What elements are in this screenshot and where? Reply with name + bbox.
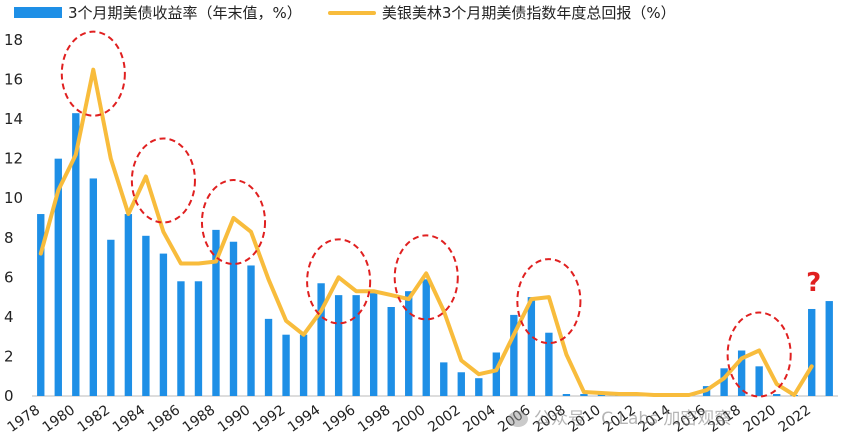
bar-1997 (369, 293, 378, 396)
highlight-circle-2000 (393, 234, 459, 321)
bar-1981 (89, 178, 98, 396)
bar-1988 (212, 229, 220, 396)
x-tick-label: 2000 (390, 402, 428, 436)
y-tick-label: 6 (4, 268, 14, 286)
bar-1979 (54, 158, 62, 396)
y-tick-label: 4 (4, 308, 14, 326)
legend-label-line: 美银美林3个月期美债指数年度总回报（%） (381, 4, 676, 22)
bar-1995 (334, 295, 343, 396)
highlight-circle-1985 (130, 137, 196, 224)
bar-1983 (124, 214, 133, 396)
legend-swatch-bar (14, 7, 62, 18)
bar-2022 (808, 308, 816, 396)
x-tick-label: 1984 (110, 402, 148, 436)
x-tick-label: 1986 (145, 402, 183, 436)
bar-1993 (299, 334, 308, 396)
legend-item-bars: 3个月期美债收益率（年末值，%） (14, 2, 302, 23)
bar-2020 (772, 394, 781, 396)
x-tick-label: 1982 (75, 402, 113, 436)
legend-swatch-line (327, 10, 376, 15)
x-tick-label: 1980 (40, 402, 78, 436)
bar-1987 (194, 281, 203, 396)
x-tick-label: 1994 (285, 402, 323, 436)
y-tick-label: 14 (4, 110, 23, 128)
legend-item-line: 美银美林3个月期美债指数年度总回报（%） (327, 2, 676, 23)
bar-1980 (72, 113, 80, 396)
y-tick-label: 18 (4, 31, 23, 49)
y-tick-label: 8 (4, 229, 14, 247)
bar-1992 (282, 334, 290, 396)
x-tick-label: 2004 (460, 402, 498, 436)
line-series-total-return (38, 67, 814, 397)
x-tick-label: 2022 (776, 402, 814, 436)
y-tick-label: 12 (4, 150, 23, 168)
bar-1985 (159, 253, 168, 396)
highlight-circle-2007 (516, 258, 582, 345)
bar-1996 (352, 295, 360, 396)
y-tick-label: 2 (4, 347, 14, 365)
bar-2006 (527, 297, 536, 396)
watermark-text: 公众号 · C Labs 加密观察 (534, 409, 732, 429)
highlight-circle-1981 (60, 30, 126, 117)
bar-1978 (37, 214, 45, 396)
bar-2008 (562, 394, 571, 396)
bar-1990 (247, 265, 255, 396)
bar-2018 (737, 350, 746, 396)
bar-2002 (457, 372, 465, 396)
highlight-circle-1995 (306, 238, 372, 325)
question-mark-annotation: ? (806, 268, 821, 298)
bar-1986 (177, 281, 185, 396)
y-tick-label: 10 (4, 189, 23, 207)
bar-2001 (440, 362, 448, 396)
x-tick-label: 2002 (425, 402, 463, 436)
legend: 3个月期美债收益率（年末值，%） 美银美林3个月期美债指数年度总回报（%） (14, 2, 702, 23)
y-tick-label: 16 (4, 71, 23, 89)
x-tick-label: 1978 (5, 402, 43, 436)
bar-2010 (597, 394, 606, 396)
bar-1999 (405, 291, 413, 396)
highlight-circle-1989 (200, 179, 267, 265)
x-tick-label: 1998 (355, 402, 393, 436)
bar-2000 (422, 279, 430, 396)
x-tick-label: 1996 (320, 402, 358, 436)
bar-2004 (492, 352, 501, 396)
bar-2003 (475, 378, 483, 396)
x-tick-label: 1990 (215, 402, 253, 436)
bar-2023 (825, 301, 833, 396)
highlight-circle-2019 (726, 311, 792, 398)
bar-2005 (510, 314, 518, 396)
bar-1991 (264, 318, 273, 396)
y-tick-label: 0 (4, 387, 14, 405)
bar-1982 (107, 239, 115, 396)
x-tick-label: 2020 (741, 402, 779, 436)
watermark: 公众号 · C Labs 加密观察 (508, 404, 731, 429)
bar-2019 (755, 366, 763, 396)
x-tick-label: 1988 (180, 402, 218, 436)
bar-2007 (545, 332, 553, 396)
bar-1994 (317, 283, 325, 396)
bar-1984 (142, 235, 150, 396)
bar-1989 (229, 241, 238, 396)
wechat-icon (508, 411, 528, 427)
legend-label-bars: 3个月期美债收益率（年末值，%） (68, 4, 302, 22)
bar-2017 (720, 368, 728, 396)
x-tick-label: 1992 (250, 402, 288, 436)
bar-1998 (387, 307, 395, 396)
bar-2009 (580, 394, 588, 396)
